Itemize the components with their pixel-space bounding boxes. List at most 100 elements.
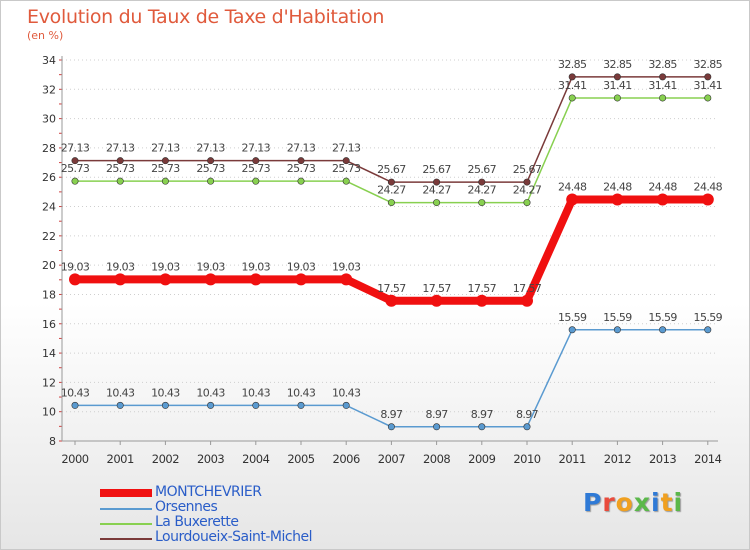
data-label: 27.13 xyxy=(332,142,361,155)
x-tick-label: 2009 xyxy=(468,452,495,466)
data-point xyxy=(252,157,260,165)
data-label: 25.67 xyxy=(377,163,406,176)
data-label: 31.41 xyxy=(694,79,723,92)
data-label: 19.03 xyxy=(332,260,361,273)
data-point xyxy=(116,401,124,409)
data-label: 10.43 xyxy=(61,386,90,399)
data-label: 15.59 xyxy=(694,311,723,324)
data-point xyxy=(387,199,395,207)
data-label: 27.13 xyxy=(242,142,271,155)
x-tick-label: 2002 xyxy=(152,452,179,466)
legend-swatch xyxy=(100,523,152,525)
grid xyxy=(62,59,718,442)
data-point xyxy=(249,273,262,286)
data-point xyxy=(704,73,712,81)
legend-label: Orsennes xyxy=(155,499,218,515)
data-point xyxy=(656,193,669,206)
data-label: 19.03 xyxy=(242,260,271,273)
data-point xyxy=(295,273,307,286)
x-tick-label: 2005 xyxy=(287,452,314,466)
data-label: 25.73 xyxy=(287,162,316,175)
data-point xyxy=(161,177,169,185)
data-point xyxy=(252,401,260,409)
data-point xyxy=(478,178,486,186)
data-label: 27.13 xyxy=(151,142,180,155)
data-point xyxy=(342,157,350,165)
data-point xyxy=(204,273,217,286)
data-label: 32.85 xyxy=(648,58,677,71)
data-label: 24.27 xyxy=(422,184,451,197)
x-tick-label: 2006 xyxy=(333,452,360,466)
data-point xyxy=(659,94,667,102)
data-label: 8.97 xyxy=(380,408,403,421)
data-point xyxy=(566,193,579,206)
data-label: 10.43 xyxy=(332,386,361,399)
data-label: 27.13 xyxy=(106,142,135,155)
y-tick-label: 10 xyxy=(42,406,56,419)
data-label: 24.27 xyxy=(468,184,497,197)
data-label: 10.43 xyxy=(196,386,225,399)
data-label: 24.48 xyxy=(603,181,632,194)
data-point xyxy=(568,94,576,102)
y-tick-label: 28 xyxy=(42,142,56,155)
data-label: 17.57 xyxy=(468,282,497,295)
series-group xyxy=(69,73,714,431)
legend-label: Lourdoueix-Saint-Michel xyxy=(155,529,312,545)
logo-letter: o xyxy=(615,488,634,517)
data-point xyxy=(161,157,169,165)
data-point xyxy=(385,294,398,307)
data-point xyxy=(342,177,350,185)
data-label: 25.73 xyxy=(106,162,135,175)
chart-title: Evolution du Taux de Taxe d'Habitation xyxy=(27,6,385,28)
data-label: 25.67 xyxy=(513,163,542,176)
data-point xyxy=(252,177,260,185)
x-tick-label: 2004 xyxy=(242,452,269,466)
data-point xyxy=(568,73,576,81)
data-point xyxy=(613,326,621,334)
x-tick-label: 2007 xyxy=(378,452,405,466)
proxiti-logo[interactable]: Proxiti xyxy=(583,488,683,517)
data-label: 25.73 xyxy=(332,162,361,175)
data-label: 15.59 xyxy=(648,311,677,324)
data-label: 24.27 xyxy=(513,184,542,197)
data-label: 25.73 xyxy=(61,162,90,175)
data-label: 8.97 xyxy=(426,408,449,421)
axes: 8 10 12 14 16 18 20 22 24 26 28 30 32 34 2000 2001 2002 2… xyxy=(42,54,722,466)
logo-letter: x xyxy=(633,488,651,517)
data-point xyxy=(207,177,215,185)
data-point xyxy=(161,401,169,409)
x-tick-label: 2012 xyxy=(604,452,631,466)
data-point xyxy=(71,401,79,409)
data-label: 25.73 xyxy=(242,162,271,175)
data-point xyxy=(433,199,441,207)
data-point xyxy=(71,177,79,185)
data-label: 15.59 xyxy=(558,311,587,324)
data-point xyxy=(704,94,712,102)
data-label: 31.41 xyxy=(558,79,587,92)
data-label: 8.97 xyxy=(471,408,494,421)
data-point xyxy=(207,401,215,409)
data-label: 19.03 xyxy=(61,260,90,273)
data-label: 25.67 xyxy=(422,163,451,176)
x-tick-label: 2003 xyxy=(197,452,224,466)
data-label: 25.73 xyxy=(151,162,180,175)
y-tick-label: 30 xyxy=(42,113,56,126)
legend-swatch xyxy=(100,508,152,510)
logo-letter: t xyxy=(660,488,674,517)
data-point xyxy=(342,401,350,409)
data-point xyxy=(613,94,621,102)
data-point xyxy=(659,326,667,334)
data-label: 19.03 xyxy=(151,260,180,273)
data-point xyxy=(611,193,624,206)
data-point xyxy=(116,177,124,185)
y-tick-label: 16 xyxy=(42,318,56,331)
data-point xyxy=(701,193,714,206)
data-point xyxy=(521,294,533,307)
data-label: 10.43 xyxy=(242,386,271,399)
data-point xyxy=(613,73,621,81)
y-tick-label: 12 xyxy=(42,376,56,389)
data-label: 10.43 xyxy=(151,386,180,399)
data-point xyxy=(704,326,712,334)
data-label: 17.57 xyxy=(377,282,406,295)
